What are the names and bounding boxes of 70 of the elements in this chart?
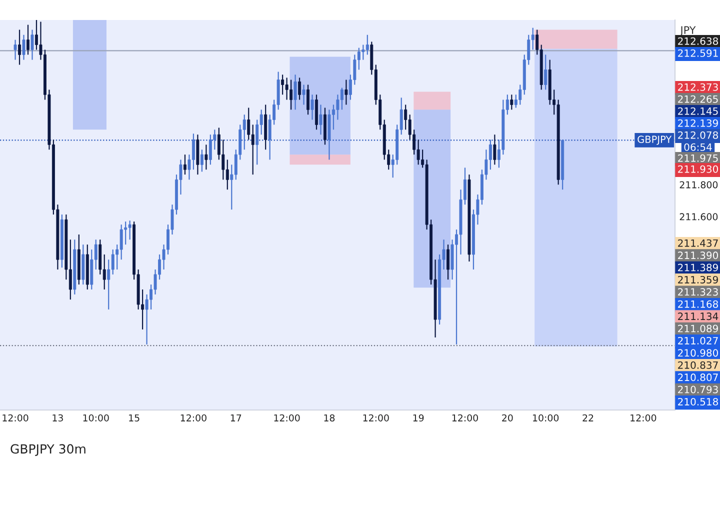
x-tick-label: 13 <box>52 414 63 422</box>
x-tick-label: 10:00 <box>83 414 109 422</box>
text: 211.027 <box>678 336 718 344</box>
candlestick <box>344 79 348 106</box>
text: 212.373 <box>678 83 718 91</box>
candlestick <box>30 29 34 60</box>
candlestick <box>192 133 195 170</box>
text: 211.168 <box>678 300 718 308</box>
text: 211.389 <box>678 264 718 272</box>
candlestick <box>510 94 514 110</box>
text: 211.437 <box>678 239 718 247</box>
x-tick-label: 12:00 <box>363 414 389 422</box>
candlestick <box>306 84 310 116</box>
candlestick <box>128 220 132 240</box>
text: 211.930 <box>678 165 718 173</box>
candlestick <box>14 39 17 60</box>
x-tick-label: 18 <box>324 414 335 422</box>
candlestick <box>544 54 548 90</box>
candlestick <box>319 104 322 136</box>
candlestick <box>340 87 344 110</box>
text: 212.591 <box>678 49 718 57</box>
text: 211.089 <box>678 324 718 332</box>
x-tick-label: 12:00 <box>630 414 656 422</box>
candlestick <box>18 29 21 66</box>
text: 211.359 <box>678 276 718 284</box>
x-tick-label: 19 <box>413 414 424 422</box>
x-tick-label: 12:00 <box>452 414 478 422</box>
candlestick <box>362 44 365 60</box>
text: 212.265 <box>678 95 718 103</box>
text: 210.807 <box>678 374 718 382</box>
candlestick <box>281 74 284 96</box>
text: 212.139 <box>678 119 718 127</box>
y-tick-label: 211.600 <box>680 213 718 220</box>
text: 211.134 <box>678 312 718 320</box>
candlestick <box>120 224 123 260</box>
candlestick <box>183 154 186 176</box>
x-tick-label: 10:00 <box>533 414 559 422</box>
candlestick <box>446 244 450 280</box>
text: 210.793 <box>678 386 718 394</box>
x-tick-label: 12:00 <box>274 414 300 422</box>
text: 06:54 <box>684 143 712 151</box>
text: 212.145 <box>678 107 718 115</box>
candlestick <box>310 94 314 120</box>
candlestick <box>22 34 26 60</box>
x-tick-label: 20 <box>502 414 513 422</box>
text: 211.390 <box>678 252 718 260</box>
candlestick <box>298 77 302 100</box>
candlestick <box>26 24 30 56</box>
candlestick <box>366 34 369 56</box>
candlestick <box>302 84 306 106</box>
y-tick-label: 211.800 <box>680 181 718 188</box>
candlestick <box>285 77 288 100</box>
text: 212.078 <box>678 131 718 139</box>
candlestick <box>200 149 204 172</box>
x-tick-label: 12:00 <box>180 414 206 422</box>
text: 211.323 <box>678 288 718 296</box>
x-tick-label: 12:00 <box>2 414 28 422</box>
ref-line-label: GBPJPY <box>638 136 672 145</box>
x-tick-label: 15 <box>129 414 140 422</box>
text: GBPJPY 30m <box>10 444 86 456</box>
text: 210.518 <box>678 398 718 406</box>
text: 212.638 <box>678 37 718 45</box>
candlestick <box>493 134 496 166</box>
x-tick-label: 17 <box>230 414 242 422</box>
text: 210.837 <box>678 361 718 369</box>
candlestick <box>204 144 208 170</box>
text: 211.975 <box>678 154 718 162</box>
x-tick-label: 22 <box>582 414 594 422</box>
text: 210.980 <box>678 349 718 357</box>
candlestick <box>294 74 297 110</box>
